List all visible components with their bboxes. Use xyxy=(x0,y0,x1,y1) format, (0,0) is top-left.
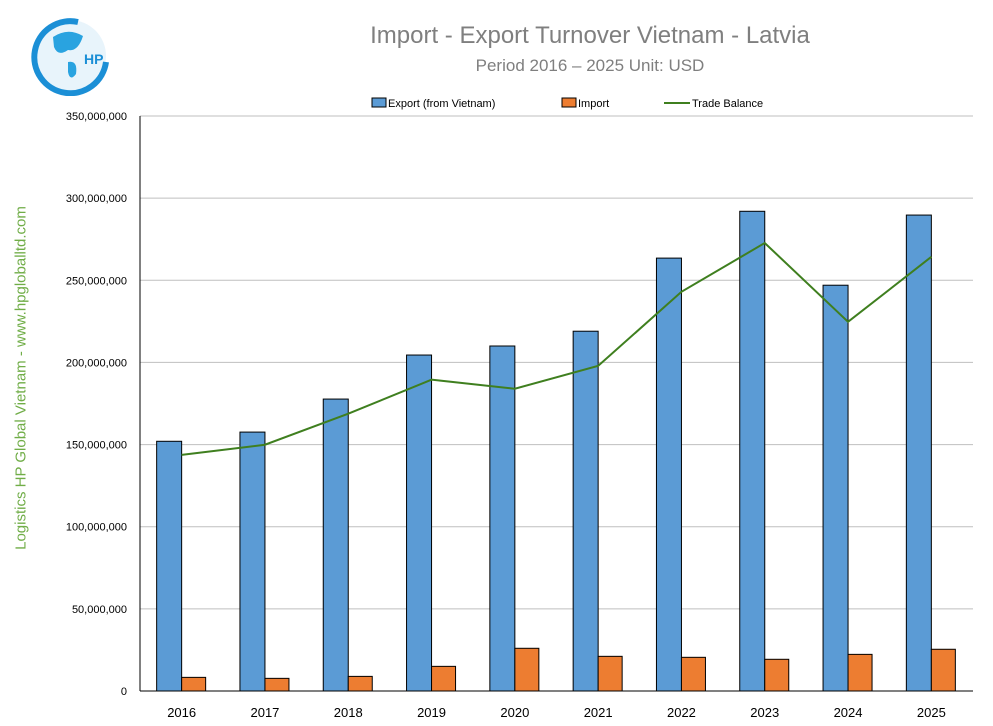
chart-subtitle: Period 2016 – 2025 Unit: USD xyxy=(475,56,705,75)
legend-swatch-import xyxy=(561,97,577,108)
x-tick-label: 2018 xyxy=(334,705,363,720)
import-bar xyxy=(847,653,873,692)
export-bar xyxy=(156,440,183,692)
import-bar xyxy=(597,655,623,692)
y-tick-label: 150,000,000 xyxy=(66,440,127,452)
export-bar xyxy=(572,330,599,692)
logo: HP xyxy=(28,12,112,97)
x-tick-label: 2024 xyxy=(834,705,863,720)
x-tick-label: 2021 xyxy=(584,705,613,720)
import-bar xyxy=(764,658,790,692)
legend-label-import: Import xyxy=(578,98,609,110)
x-tick-label: 2025 xyxy=(917,705,946,720)
import-bar xyxy=(181,676,207,692)
import-bar xyxy=(431,665,457,692)
chart-title: Import - Export Turnover Vietnam - Latvi… xyxy=(370,22,810,49)
export-bar xyxy=(739,210,766,692)
import-bar xyxy=(347,675,373,692)
y-tick-label: 300,000,000 xyxy=(66,193,127,205)
x-tick-label: 2020 xyxy=(500,705,529,720)
export-bar xyxy=(489,345,516,692)
y-tick-label: 100,000,000 xyxy=(66,522,127,534)
legend-label-trade-balance: Trade Balance xyxy=(692,98,763,110)
y-tick-label: 250,000,000 xyxy=(66,275,127,287)
x-tick-label: 2016 xyxy=(167,705,196,720)
export-bar xyxy=(655,257,682,692)
import-bar xyxy=(680,656,706,692)
legend-swatch-export xyxy=(371,97,387,108)
x-tick-label: 2023 xyxy=(750,705,779,720)
export-bar xyxy=(322,398,349,692)
import-bar xyxy=(264,677,290,692)
trade-balance-line xyxy=(181,241,932,456)
legend-label-export: Export (from Vietnam) xyxy=(388,98,495,110)
export-bar xyxy=(239,431,266,692)
x-tick-label: 2022 xyxy=(667,705,696,720)
x-tick-label: 2019 xyxy=(417,705,446,720)
import-bar xyxy=(514,647,540,692)
y-tick-label: 200,000,000 xyxy=(66,357,127,369)
export-bar xyxy=(822,284,849,692)
x-tick-label: 2017 xyxy=(250,705,279,720)
export-bar xyxy=(905,214,932,692)
logo-text: HP xyxy=(84,51,103,67)
y-tick-label: 0 xyxy=(121,686,127,698)
export-bar xyxy=(406,354,433,692)
y-tick-label: 50,000,000 xyxy=(72,604,127,616)
y-tick-label: 350,000,000 xyxy=(66,111,127,123)
import-bar xyxy=(930,648,956,692)
